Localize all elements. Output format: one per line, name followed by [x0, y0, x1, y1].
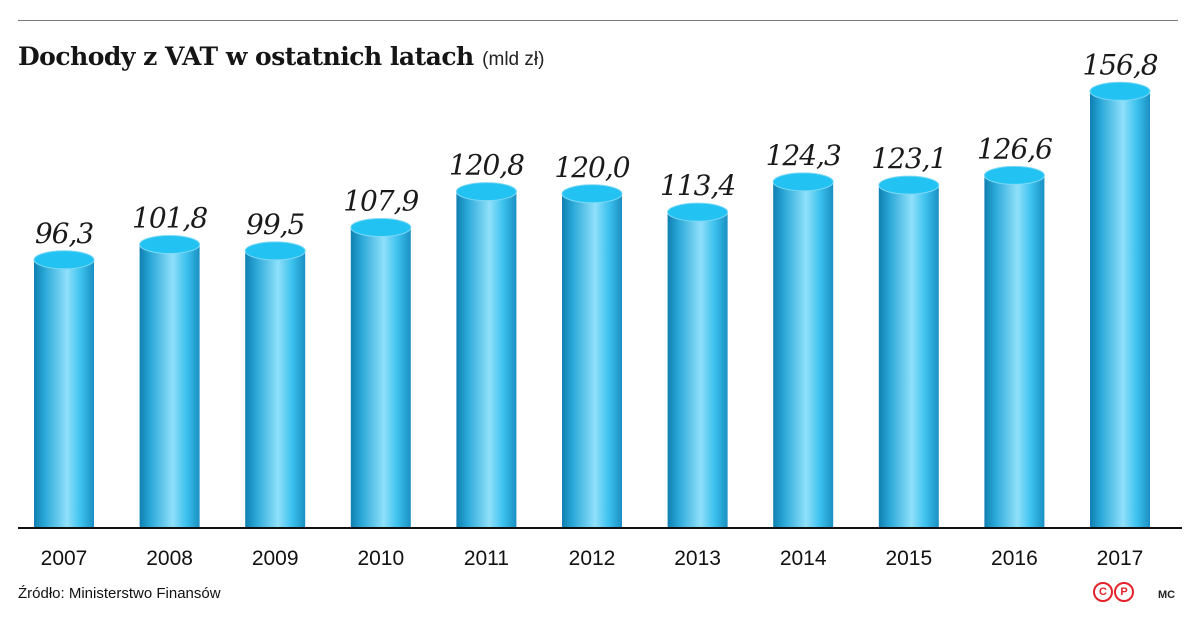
x-tick-label: 2016 — [991, 547, 1038, 570]
bar-body — [562, 193, 622, 529]
value-label: 156,8 — [1082, 48, 1157, 81]
bar-cap — [667, 202, 729, 222]
value-label: 99,5 — [246, 208, 305, 241]
bar-2012 — [561, 184, 623, 529]
bar-2009 — [244, 241, 306, 528]
logo-letter-p: P — [1114, 582, 1134, 602]
value-label: 120,0 — [554, 151, 629, 184]
bar-cap — [878, 175, 940, 195]
bar-body — [350, 227, 411, 528]
chart-title: Dochody z VAT w ostatnich latach — [18, 42, 474, 71]
bar-2013 — [667, 202, 729, 528]
bar-2014 — [772, 172, 834, 528]
labels-layer: 96,3 2007 101,8 2008 99,5 2009 107,9 2010 120,8 2… — [35, 48, 1159, 570]
bar-body — [456, 191, 517, 528]
bar-cap — [455, 182, 517, 202]
chart-unit: (mld zł) — [482, 49, 545, 70]
x-tick-label: 2009 — [252, 547, 299, 570]
bar-body — [139, 244, 200, 528]
top-rule — [18, 20, 1178, 21]
bar-2016 — [983, 165, 1045, 528]
bar-cap — [983, 165, 1045, 185]
bar-body — [34, 259, 94, 528]
logo-letter-c: C — [1093, 582, 1113, 602]
x-tick-label: 2017 — [1097, 547, 1144, 570]
bar-cap — [350, 217, 412, 237]
value-label: 120,8 — [449, 149, 524, 182]
bar-cap — [139, 234, 201, 254]
bar-cap — [244, 241, 306, 261]
value-label: 113,4 — [660, 169, 735, 202]
value-label: 124,3 — [766, 139, 841, 172]
x-tick-label: 2013 — [674, 547, 721, 570]
bar-2007 — [33, 250, 95, 528]
value-label: 96,3 — [35, 217, 94, 250]
source-note: Źródło: Ministerstwo Finansów — [18, 585, 221, 602]
bar-body — [1090, 91, 1150, 528]
x-tick-label: 2014 — [780, 547, 827, 570]
title-row: Dochody z VAT w ostatnich latach (mld zł… — [18, 42, 544, 71]
x-tick-label: 2008 — [146, 547, 193, 570]
publisher-logo: C P — [1093, 582, 1134, 602]
bar-body — [878, 185, 939, 528]
x-tick-label: 2011 — [464, 547, 509, 570]
value-label: 123,1 — [871, 142, 946, 175]
x-tick-label: 2010 — [357, 547, 404, 570]
value-label: 126,6 — [977, 132, 1052, 165]
bar-cap — [772, 172, 834, 192]
bar-2015 — [878, 175, 940, 528]
bar-cap — [33, 250, 95, 270]
x-tick-label: 2012 — [569, 547, 616, 570]
bar-2017 — [1089, 81, 1151, 528]
bar-body — [667, 212, 728, 528]
bars-layer — [33, 81, 1151, 529]
author-initials: MC — [1158, 589, 1176, 601]
bar-2008 — [139, 234, 201, 528]
bar-cap — [561, 184, 623, 204]
bar-2010 — [350, 217, 412, 528]
value-label: 101,8 — [132, 201, 207, 234]
x-tick-label: 2015 — [885, 547, 932, 570]
bar-cap — [1089, 81, 1151, 101]
x-tick-label: 2007 — [41, 547, 88, 570]
bar-body — [245, 250, 306, 528]
bar-body — [773, 181, 834, 528]
bar-2011 — [455, 182, 517, 528]
value-label: 107,9 — [343, 184, 418, 217]
bar-body — [984, 175, 1045, 528]
